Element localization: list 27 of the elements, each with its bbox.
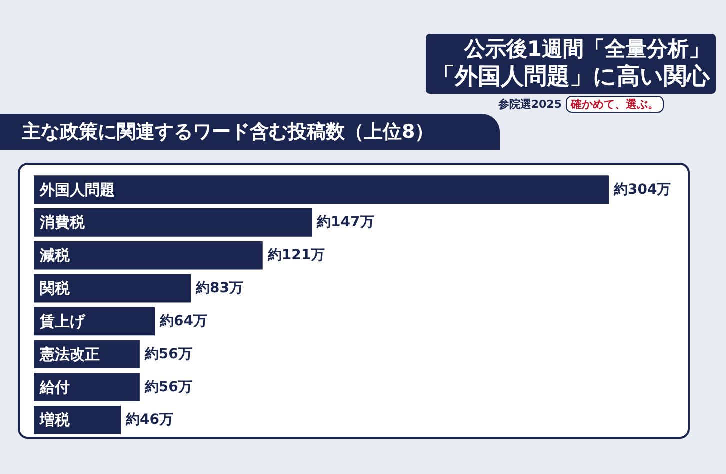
bar bbox=[34, 373, 140, 402]
data-label: 約121万 bbox=[266, 248, 326, 264]
y-tick-label: 給付 bbox=[39, 378, 70, 396]
text: 公示後1週間「全量分析」 bbox=[463, 36, 710, 62]
chart-subtitle: 「外国人問題」に高い関心 bbox=[432, 63, 710, 92]
data-label: 約83万 bbox=[194, 280, 244, 297]
bar bbox=[34, 176, 609, 204]
y-tick-label: 消費税 bbox=[39, 214, 86, 232]
y-tick-label: 関税 bbox=[40, 280, 71, 298]
bar bbox=[34, 307, 156, 336]
data-label: 約64万 bbox=[159, 313, 208, 330]
y-tick-label: 外国人問題 bbox=[39, 180, 115, 199]
data-label: 約46万 bbox=[125, 412, 174, 428]
bar bbox=[34, 274, 191, 303]
text: 確かめて、選ぶ。 bbox=[566, 96, 664, 113]
chart-title: 主な政策に関連するワード含む投稿数（上位8） bbox=[0, 114, 500, 150]
bar bbox=[34, 208, 312, 237]
text: 参院選2025 bbox=[498, 97, 562, 112]
data-label: 約56万 bbox=[144, 346, 192, 362]
y-tick-label: 減税 bbox=[39, 246, 71, 265]
bar bbox=[34, 241, 263, 270]
data-label: 約304万 bbox=[613, 182, 672, 198]
y-tick-label: 賃上げ bbox=[39, 312, 86, 330]
y-tick-label: 増税 bbox=[39, 411, 71, 430]
data-label: 約147万 bbox=[316, 214, 374, 231]
data-label: 約56万 bbox=[144, 379, 192, 396]
y-tick-label: 憲法改正 bbox=[39, 345, 100, 364]
